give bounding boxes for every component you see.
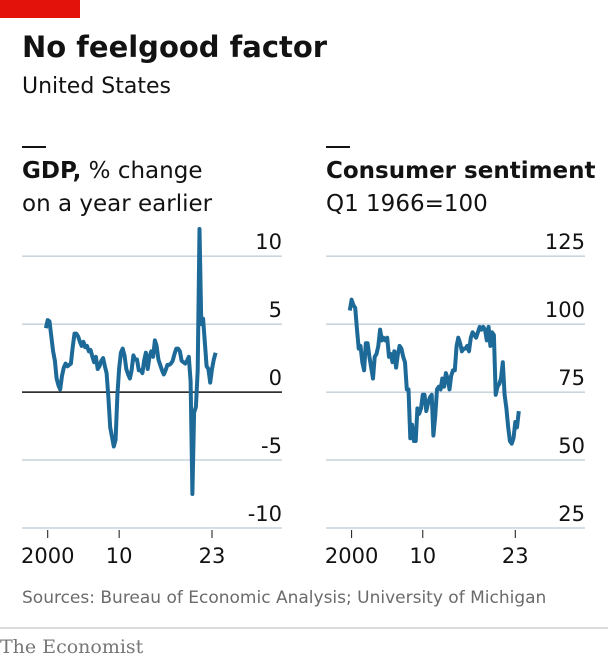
brand: The Economist xyxy=(0,636,144,658)
chart-title: GDP, % change on a year earlier xyxy=(22,155,234,221)
y-tick-label: 125 xyxy=(545,230,585,254)
x-tick-label: 2000 xyxy=(325,544,378,568)
rule xyxy=(22,146,46,148)
rule xyxy=(326,146,350,148)
x-tick-label: 10 xyxy=(409,544,436,568)
y-tick-label: -5 xyxy=(261,434,282,458)
chart-title: Consumer sentiment Q1 1966=100 xyxy=(326,155,596,221)
y-tick-label: 25 xyxy=(558,502,585,526)
y-tick-label: 100 xyxy=(545,298,585,322)
chart-subtitle: % change on a year earlier xyxy=(22,158,213,217)
title: No feelgood factor xyxy=(22,30,328,64)
y-tick-label: 50 xyxy=(558,434,585,458)
x-tick-label: 23 xyxy=(502,544,529,568)
y-tick-label: 5 xyxy=(269,298,282,322)
chart-title-bold: GDP, xyxy=(22,158,82,184)
y-tick-label: 10 xyxy=(255,230,282,254)
subtitle: United States xyxy=(22,74,171,99)
y-tick-label: -10 xyxy=(248,502,282,526)
chart-subtitle: Q1 1966=100 xyxy=(326,191,488,217)
y-tick-label: 75 xyxy=(558,366,585,390)
source: Sources: Bureau of Economic Analysis; Un… xyxy=(22,588,546,608)
data-line xyxy=(347,297,521,446)
data-line xyxy=(43,227,218,496)
x-tick-label: 23 xyxy=(199,544,226,568)
x-tick-label: 10 xyxy=(106,544,133,568)
chart-title-bold: Consumer sentiment xyxy=(326,158,596,184)
brand-tag xyxy=(0,0,80,18)
x-tick-label: 2000 xyxy=(21,544,74,568)
y-tick-label: 0 xyxy=(269,366,282,390)
